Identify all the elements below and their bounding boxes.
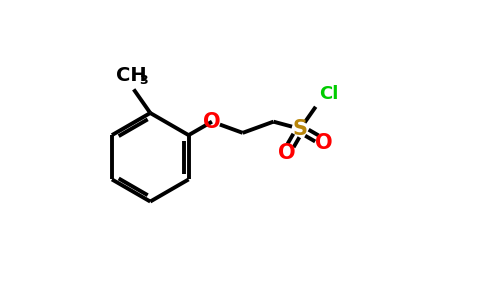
Text: O: O	[277, 143, 295, 163]
Text: O: O	[203, 112, 221, 132]
Text: 3: 3	[139, 74, 148, 87]
Text: O: O	[316, 133, 333, 153]
Text: Cl: Cl	[318, 85, 338, 103]
Text: S: S	[293, 119, 308, 139]
Text: CH: CH	[117, 66, 147, 85]
